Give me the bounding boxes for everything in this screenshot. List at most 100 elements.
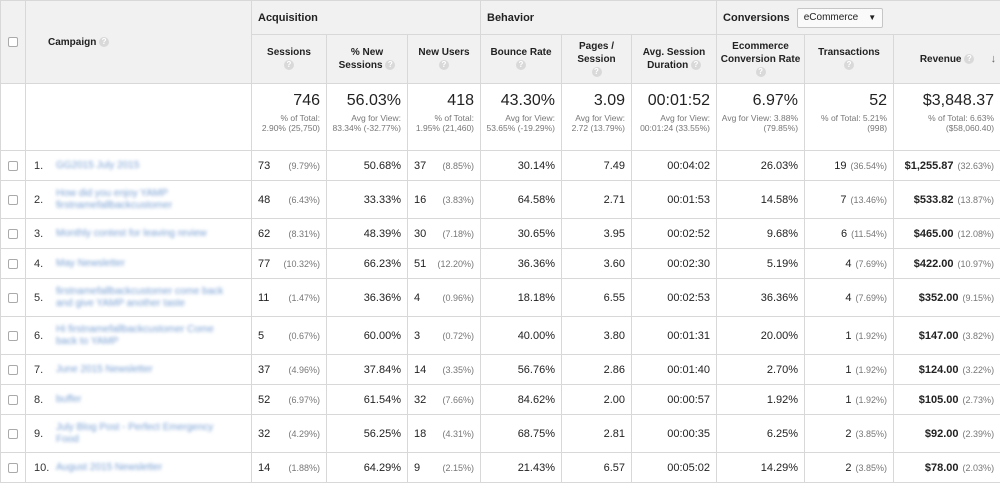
row-checkbox[interactable] <box>8 195 18 205</box>
conversions-goal-select[interactable]: eCommerce ▼ <box>797 8 883 28</box>
help-icon[interactable]: ? <box>385 60 395 70</box>
col-conv-rate[interactable]: Ecommerce Conversion Rate ? <box>717 35 805 84</box>
row-checkbox[interactable] <box>8 365 18 375</box>
bounce-rate-cell: 40.00% <box>481 317 562 355</box>
row-checkbox[interactable] <box>8 463 18 473</box>
campaign-cell[interactable]: 3.Monthly contest for leaving review <box>26 219 252 249</box>
conv-rate-cell: 5.19% <box>717 249 805 279</box>
sort-desc-icon[interactable]: ↓ <box>991 53 997 66</box>
campaign-cell[interactable]: 1.GG2015 July 2015 <box>26 151 252 181</box>
new-sessions-cell: 60.00% <box>327 317 408 355</box>
campaign-cell[interactable]: 4.May Newsletter <box>26 249 252 279</box>
campaign-link[interactable]: June 2015 Newsletter <box>56 364 153 376</box>
row-index: 9. <box>34 428 56 440</box>
help-icon[interactable]: ? <box>964 54 974 64</box>
revenue-cell: $147.00(3.82%) <box>894 317 1000 355</box>
col-new-users[interactable]: New Users? <box>408 35 481 84</box>
help-icon[interactable]: ? <box>592 67 602 77</box>
campaign-link[interactable]: Hi firstnamefallbackcustomer Come back t… <box>56 324 231 348</box>
campaign-cell[interactable]: 5.firstnamefallbackcustomer come back an… <box>26 279 252 317</box>
acquisition-group: Acquisition <box>252 1 481 35</box>
select-all-cell[interactable] <box>1 1 26 84</box>
row-checkbox-cell[interactable] <box>1 415 26 453</box>
select-all-checkbox[interactable] <box>8 37 18 47</box>
campaign-link[interactable]: GG2015 July 2015 <box>56 160 139 172</box>
row-checkbox-cell[interactable] <box>1 385 26 415</box>
avg-duration-cell: 00:04:02 <box>632 151 717 181</box>
table-row[interactable]: 6.Hi firstnamefallbackcustomer Come back… <box>1 317 1000 355</box>
bounce-rate-cell: 36.36% <box>481 249 562 279</box>
campaign-link[interactable]: Monthly contest for leaving review <box>56 228 207 240</box>
campaign-cell[interactable]: 8.buffer <box>26 385 252 415</box>
revenue-cell: $124.00(3.22%) <box>894 355 1000 385</box>
campaign-link[interactable]: buffer <box>56 394 81 406</box>
campaign-cell[interactable]: 6.Hi firstnamefallbackcustomer Come back… <box>26 317 252 355</box>
row-checkbox-cell[interactable] <box>1 249 26 279</box>
col-transactions[interactable]: Transactions? <box>805 35 894 84</box>
row-checkbox-cell[interactable] <box>1 317 26 355</box>
avg-duration-cell: 00:01:53 <box>632 181 717 219</box>
col-avg-duration[interactable]: Avg. Session Duration ? <box>632 35 717 84</box>
row-checkbox[interactable] <box>8 293 18 303</box>
bounce-rate-cell: 30.65% <box>481 219 562 249</box>
bounce-rate-cell: 68.75% <box>481 415 562 453</box>
help-icon[interactable]: ? <box>284 60 294 70</box>
col-bounce-rate[interactable]: Bounce Rate? <box>481 35 562 84</box>
row-checkbox-cell[interactable] <box>1 355 26 385</box>
col-pages-session[interactable]: Pages / Session? <box>562 35 632 84</box>
new-sessions-cell: 36.36% <box>327 279 408 317</box>
col-revenue[interactable]: Revenue ? ↓ <box>894 35 1000 84</box>
dropdown-arrow-icon: ▼ <box>868 13 876 22</box>
row-checkbox-cell[interactable] <box>1 181 26 219</box>
revenue-cell: $422.00(10.97%) <box>894 249 1000 279</box>
help-icon[interactable]: ? <box>844 60 854 70</box>
row-checkbox-cell[interactable] <box>1 453 26 483</box>
campaign-link[interactable]: July Blog Post - Perfect Emergency Food <box>56 422 231 446</box>
revenue-cell: $105.00(2.73%) <box>894 385 1000 415</box>
campaign-link[interactable]: How did you enjoy YAMP firstnamefallback… <box>56 188 231 212</box>
campaign-link[interactable]: August 2015 Newsletter <box>56 462 162 474</box>
total-conv-rate: 6.97%Avg for View: 3.88% (79.85%) <box>717 84 805 151</box>
col-sessions[interactable]: Sessions? <box>252 35 327 84</box>
row-checkbox[interactable] <box>8 161 18 171</box>
table-row[interactable]: 9.July Blog Post - Perfect Emergency Foo… <box>1 415 1000 453</box>
row-checkbox[interactable] <box>8 429 18 439</box>
total-transactions: 52% of Total: 5.21% (998) <box>805 84 894 151</box>
help-icon[interactable]: ? <box>99 37 109 47</box>
help-icon[interactable]: ? <box>516 60 526 70</box>
transactions-cell: 19(36.54%) <box>805 151 894 181</box>
conv-rate-cell: 20.00% <box>717 317 805 355</box>
bounce-rate-cell: 84.62% <box>481 385 562 415</box>
campaign-link[interactable]: firstnamefallbackcustomer come back and … <box>56 286 231 310</box>
campaign-link[interactable]: May Newsletter <box>56 258 125 270</box>
help-icon[interactable]: ? <box>691 60 701 70</box>
row-checkbox-cell[interactable] <box>1 279 26 317</box>
row-checkbox[interactable] <box>8 331 18 341</box>
row-checkbox-cell[interactable] <box>1 219 26 249</box>
row-checkbox[interactable] <box>8 395 18 405</box>
table-row[interactable]: 5.firstnamefallbackcustomer come back an… <box>1 279 1000 317</box>
sessions-cell: 37(4.96%) <box>252 355 327 385</box>
avg-duration-cell: 00:01:31 <box>632 317 717 355</box>
campaign-cell[interactable]: 7.June 2015 Newsletter <box>26 355 252 385</box>
avg-duration-cell: 00:01:40 <box>632 355 717 385</box>
campaign-cell[interactable]: 9.July Blog Post - Perfect Emergency Foo… <box>26 415 252 453</box>
row-checkbox[interactable] <box>8 229 18 239</box>
row-checkbox-cell[interactable] <box>1 151 26 181</box>
table-row[interactable]: 2.How did you enjoy YAMP firstnamefallba… <box>1 181 1000 219</box>
help-icon[interactable]: ? <box>756 67 766 77</box>
campaign-cell[interactable]: 10.August 2015 Newsletter <box>26 453 252 483</box>
campaign-cell[interactable]: 2.How did you enjoy YAMP firstnamefallba… <box>26 181 252 219</box>
col-new-sessions[interactable]: % New Sessions ? <box>327 35 408 84</box>
pages-session-cell: 2.71 <box>562 181 632 219</box>
campaign-header[interactable]: Campaign ? <box>26 1 252 84</box>
avg-duration-cell: 00:02:52 <box>632 219 717 249</box>
help-icon[interactable]: ? <box>439 60 449 70</box>
row-checkbox[interactable] <box>8 259 18 269</box>
